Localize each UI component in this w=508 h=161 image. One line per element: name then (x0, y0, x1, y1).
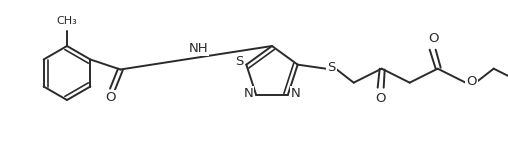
Text: NH: NH (188, 42, 208, 55)
Text: N: N (291, 87, 301, 100)
Text: O: O (375, 92, 386, 105)
Text: O: O (428, 32, 439, 45)
Text: N: N (243, 87, 253, 100)
Text: CH₃: CH₃ (56, 16, 77, 26)
Text: S: S (235, 55, 243, 68)
Text: S: S (328, 61, 336, 74)
Text: O: O (466, 75, 477, 88)
Text: O: O (105, 91, 116, 104)
